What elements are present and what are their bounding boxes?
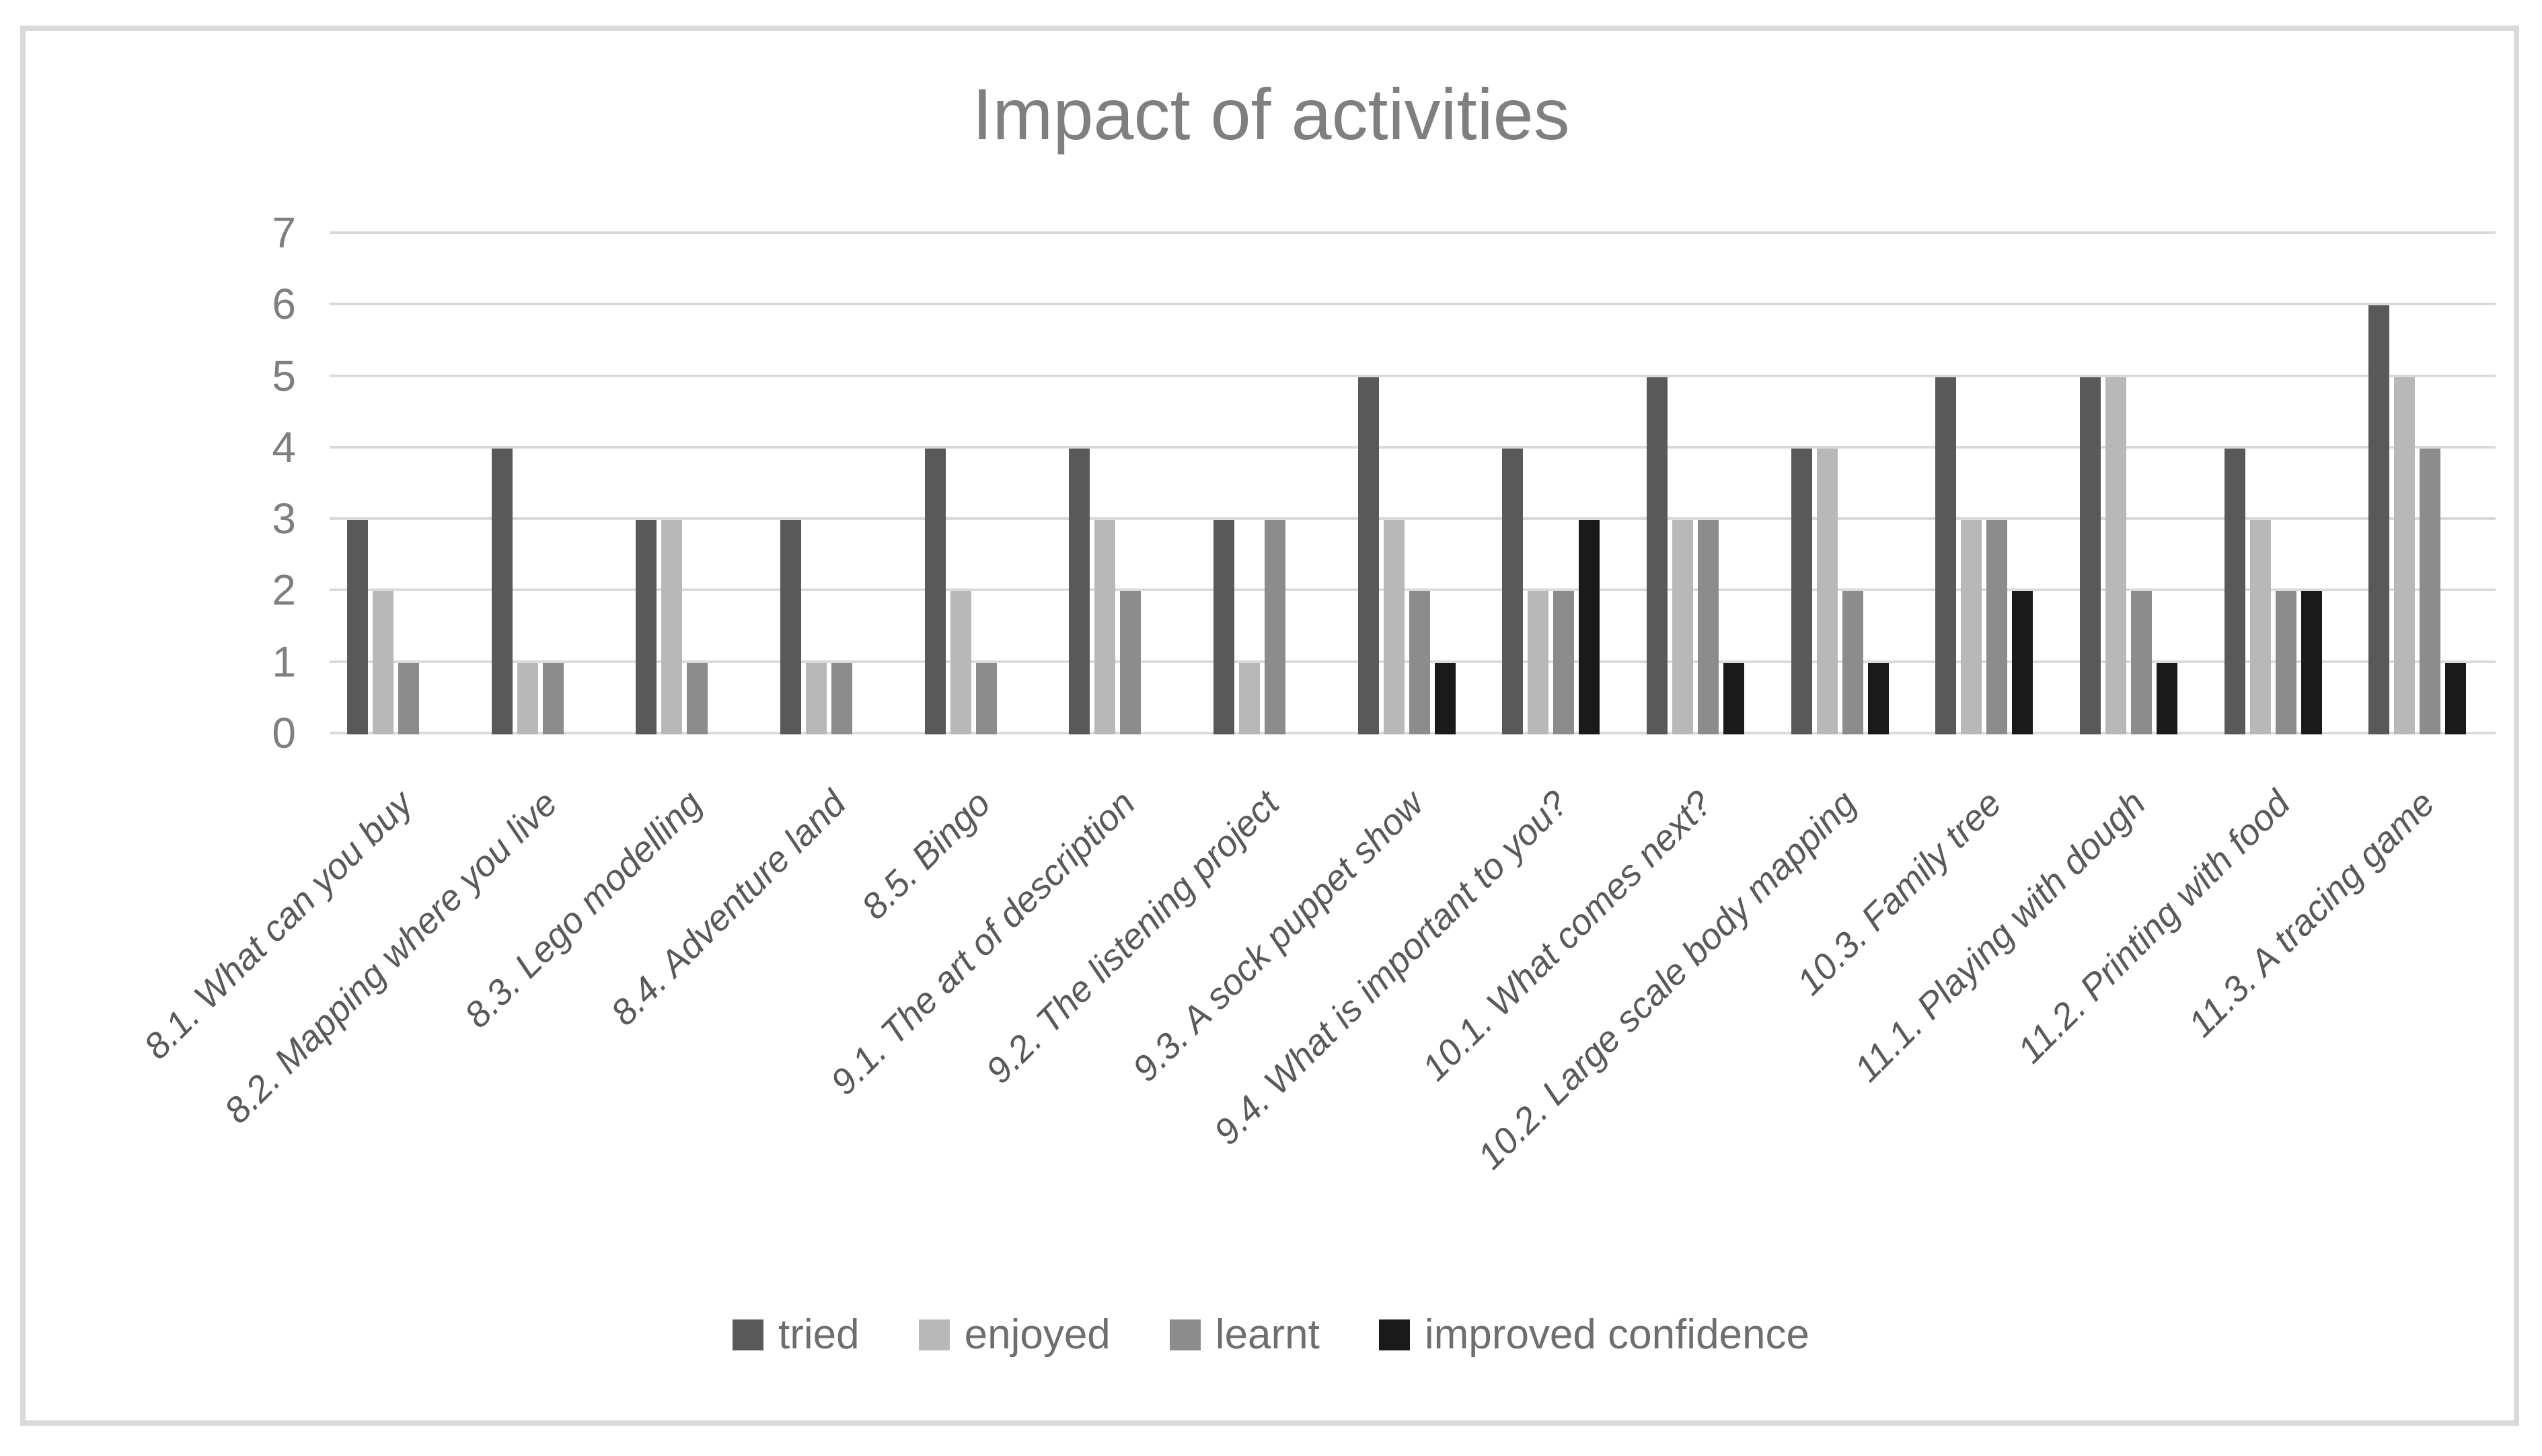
y-axis-tick-label: 7	[272, 208, 296, 257]
bar-learnt-7	[1409, 591, 1430, 734]
bar-tried-7	[1358, 377, 1379, 734]
y-axis-tick-label: 2	[272, 566, 296, 615]
bar-improved-confidence-13	[2301, 591, 2322, 734]
bar-enjoyed-4	[950, 591, 971, 734]
gridline-y2	[330, 588, 2496, 592]
bar-learnt-6	[1265, 520, 1285, 734]
legend-swatch-icon	[1169, 1319, 1201, 1350]
bar-learnt-5	[1120, 591, 1141, 734]
bar-learnt-3	[831, 663, 852, 734]
legend-label: improved confidence	[1424, 1311, 1809, 1358]
bar-enjoyed-12	[2105, 377, 2126, 734]
bar-tried-10	[1791, 449, 1812, 734]
bar-learnt-1	[543, 663, 564, 734]
gridline-y3	[330, 517, 2496, 521]
legend-label: enjoyed	[964, 1311, 1111, 1358]
legend: tried enjoyed learnt improved confidence	[0, 1313, 2542, 1357]
bar-enjoyed-14	[2394, 377, 2415, 734]
bar-enjoyed-13	[2250, 520, 2271, 734]
bar-learnt-9	[1698, 520, 1719, 734]
bar-tried-14	[2368, 305, 2389, 734]
bar-enjoyed-7	[1384, 520, 1405, 734]
bar-learnt-12	[2131, 591, 2152, 734]
bar-learnt-14	[2420, 449, 2440, 734]
bar-enjoyed-2	[661, 520, 682, 734]
bar-learnt-11	[1986, 520, 2007, 734]
bar-tried-11	[1935, 377, 1956, 734]
legend-swatch-icon	[918, 1319, 950, 1350]
bar-enjoyed-9	[1672, 520, 1693, 734]
bar-improved-confidence-14	[2445, 663, 2466, 734]
legend-label: learnt	[1215, 1311, 1320, 1358]
bar-learnt-0	[398, 663, 419, 734]
legend-swatch-icon	[1378, 1319, 1410, 1350]
bar-tried-12	[2080, 377, 2101, 734]
bar-enjoyed-5	[1094, 520, 1115, 734]
y-axis-tick-label: 0	[272, 709, 296, 757]
gridline-y6	[330, 303, 2496, 306]
bar-tried-6	[1213, 520, 1234, 734]
y-axis-tick-label: 1	[272, 637, 296, 686]
gridline-y5	[330, 374, 2496, 377]
gridline-y4	[330, 445, 2496, 449]
bar-tried-9	[1647, 377, 1668, 734]
bar-improved-confidence-10	[1868, 663, 1889, 734]
bar-tried-2	[636, 520, 657, 734]
bar-learnt-13	[2276, 591, 2296, 734]
legend-label: tried	[778, 1311, 860, 1358]
bar-improved-confidence-9	[1723, 663, 1744, 734]
bar-enjoyed-8	[1528, 591, 1548, 734]
bar-learnt-4	[976, 663, 997, 734]
bar-enjoyed-0	[373, 591, 394, 734]
bar-tried-1	[492, 449, 513, 734]
legend-item-learnt: learnt	[1169, 1311, 1320, 1358]
bar-tried-5	[1069, 449, 1090, 734]
bar-tried-3	[780, 520, 801, 734]
y-axis-tick-label: 5	[272, 351, 296, 400]
bar-learnt-2	[687, 663, 708, 734]
bar-tried-8	[1502, 449, 1523, 734]
bar-tried-4	[925, 449, 946, 734]
y-axis-tick-label: 6	[272, 280, 296, 329]
bar-improved-confidence-8	[1579, 520, 1600, 734]
bar-learnt-8	[1553, 591, 1574, 734]
legend-item-tried: tried	[733, 1313, 860, 1357]
bar-improved-confidence-12	[2157, 663, 2177, 734]
bar-improved-confidence-11	[2012, 591, 2033, 734]
bar-enjoyed-10	[1817, 449, 1838, 734]
legend-item-enjoyed: enjoyed	[918, 1311, 1111, 1358]
y-axis-tick-label: 3	[272, 494, 296, 543]
legend-item-improved-confidence: improved confidence	[1378, 1311, 1809, 1358]
bar-learnt-10	[1842, 591, 1863, 734]
bar-tried-13	[2225, 449, 2245, 734]
bar-enjoyed-3	[806, 663, 827, 734]
gridline-y7	[330, 231, 2496, 234]
legend-swatch-icon	[733, 1319, 763, 1350]
bar-tried-0	[347, 520, 368, 734]
bar-improved-confidence-7	[1435, 663, 1456, 734]
bar-enjoyed-1	[517, 663, 538, 734]
chart-title: Impact of activities	[972, 73, 1570, 155]
bar-enjoyed-6	[1239, 663, 1260, 734]
y-axis-tick-label: 4	[272, 422, 296, 471]
bar-enjoyed-11	[1961, 520, 1982, 734]
